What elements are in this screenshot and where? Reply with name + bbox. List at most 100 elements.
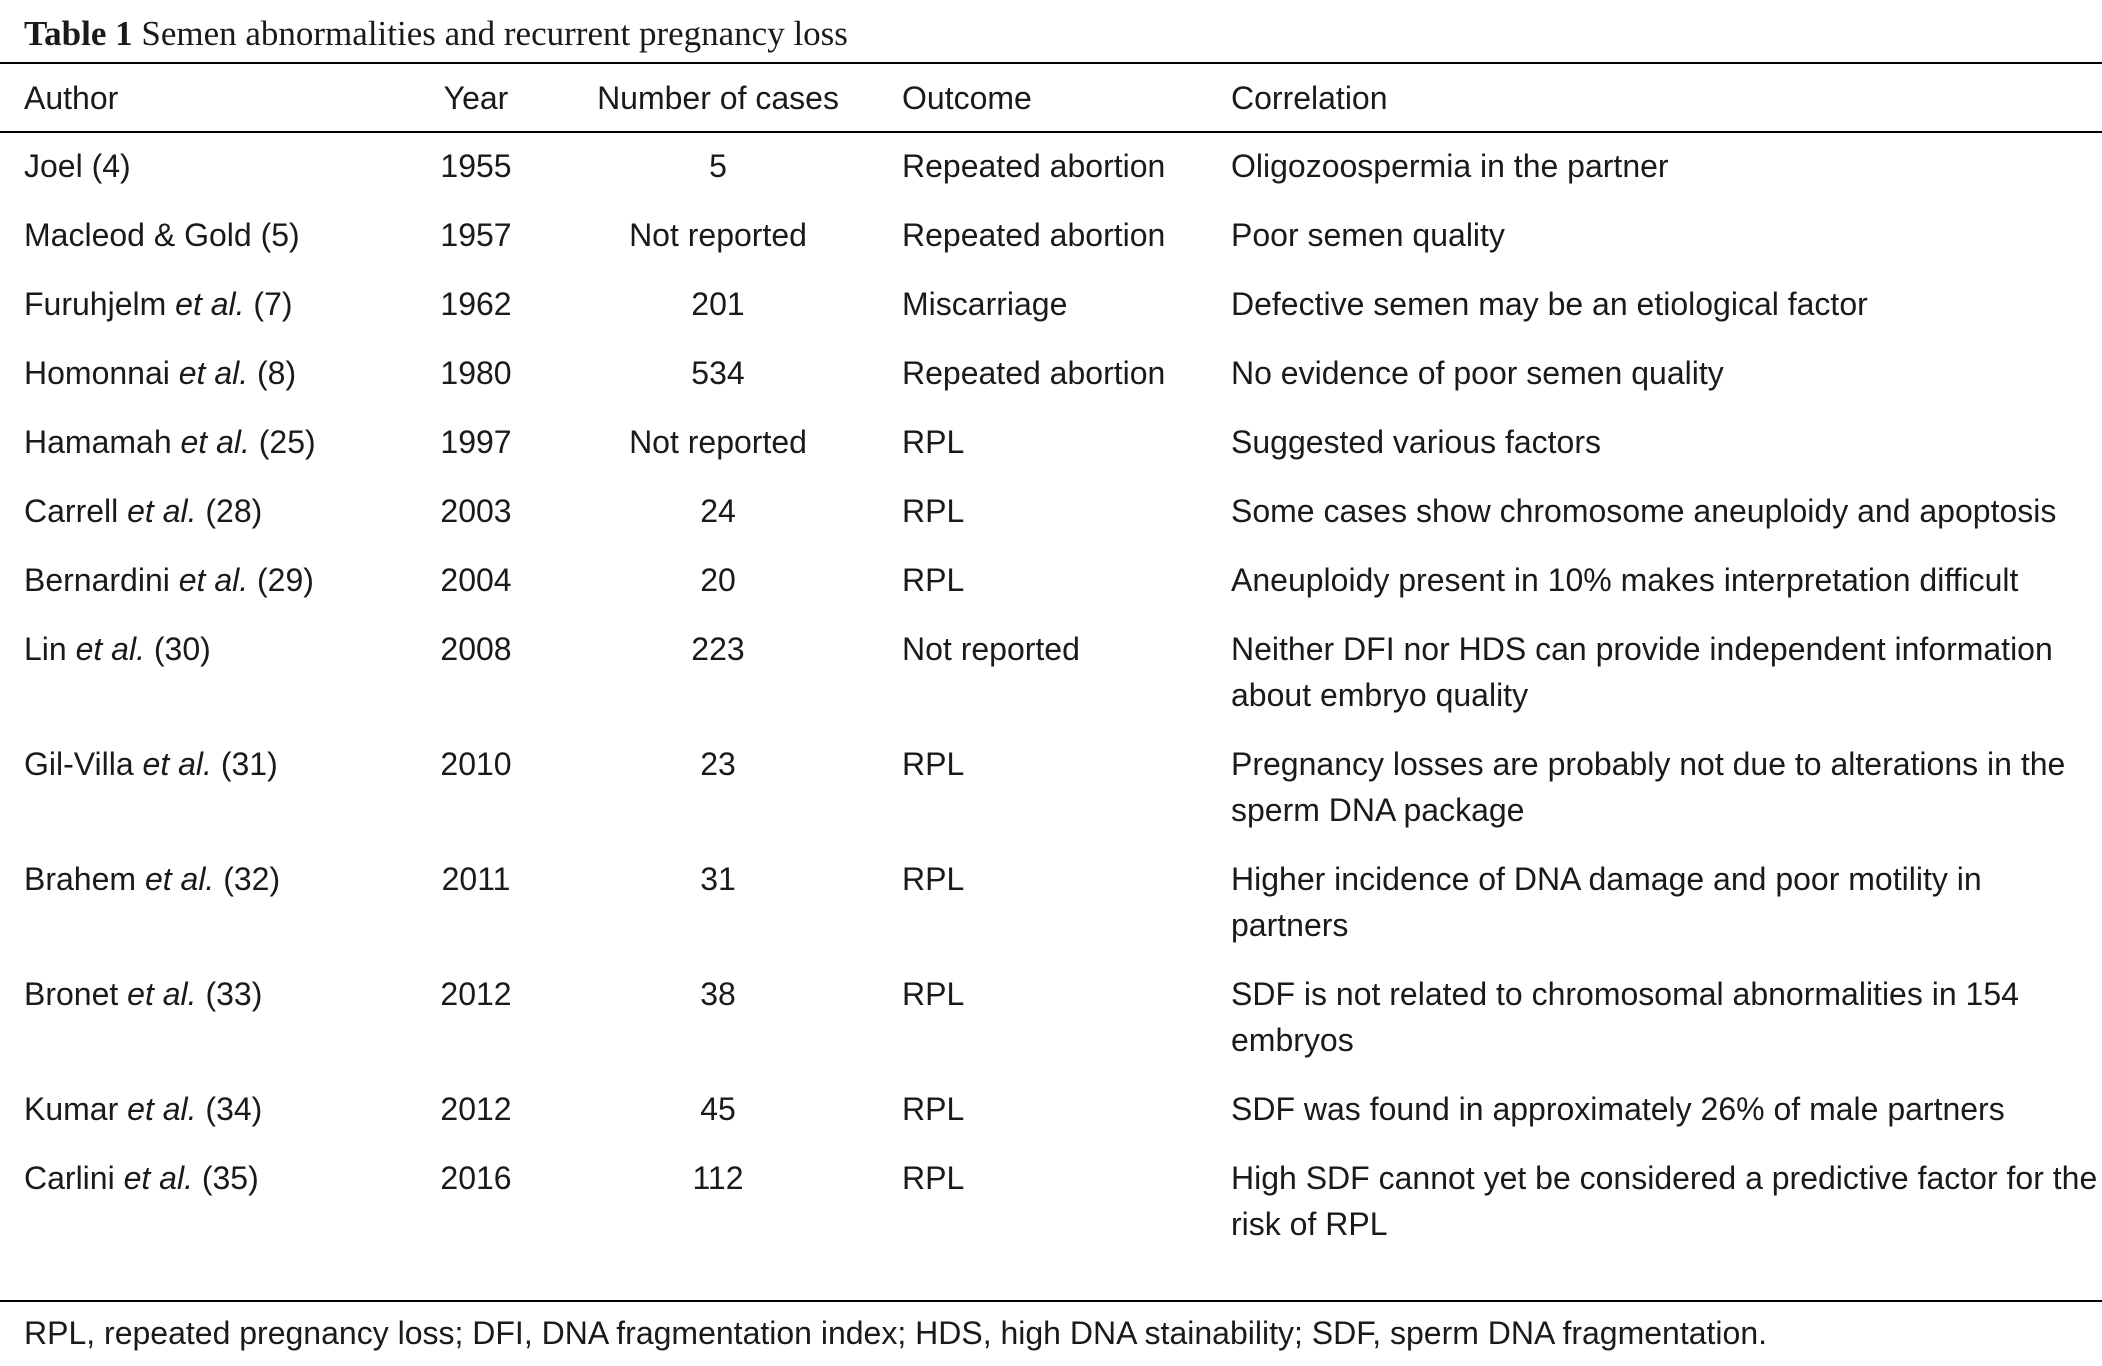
author-etal: et al.	[127, 1091, 197, 1127]
author-etal: et al.	[178, 355, 249, 391]
cell-cases: 112	[692, 1160, 744, 1196]
author-etal: et al.	[180, 424, 250, 460]
header-rule	[0, 131, 2102, 133]
author-etal: et al.	[144, 861, 215, 897]
cell-cases: 24	[700, 493, 736, 529]
table-row: Furuhjelm et al. (7) 1962 201 Miscarriage De…	[0, 281, 2102, 350]
author-ref: (32)	[223, 861, 281, 897]
cell-cases: 20	[700, 562, 736, 598]
author-ref: (5)	[260, 217, 300, 253]
author-name: Brahem	[24, 861, 137, 897]
cell-cases: 534	[691, 355, 745, 391]
cell-year: 1955	[440, 148, 512, 184]
table-row: Homonnai et al. (8) 1980 534 Repeated abort…	[0, 350, 2102, 419]
header-row: Author Year Number of cases Outcome Corr…	[0, 64, 2102, 131]
table-row: Hamamah et al. (25) 1997 Not reported RPL Su…	[0, 419, 2102, 488]
author-etal: et al.	[127, 493, 197, 529]
table-row: Kumar et al. (34) 2012 45 RPL SDF was found …	[0, 1086, 2102, 1155]
author-name: Joel	[24, 148, 83, 184]
cell-cases: 31	[700, 861, 736, 897]
cell-year: 2008	[440, 631, 512, 667]
author-name: Hamamah	[24, 424, 172, 460]
cell-outcome: RPL	[902, 976, 965, 1012]
cell-correlation: Poor semen quality	[1231, 217, 1505, 253]
cell-author: Homonnai et al. (8)	[0, 350, 418, 419]
author-ref: (29)	[257, 562, 314, 598]
cell-correlation: SDF is not related to chromosomal abnorm…	[1231, 976, 2019, 1058]
author-ref: (8)	[257, 355, 297, 391]
col-header-correlation: Correlation	[1231, 79, 1388, 116]
cell-author: Carlini et al. (35)	[0, 1155, 418, 1270]
cell-cases: 201	[691, 286, 745, 322]
cell-year: 1997	[440, 424, 512, 460]
author-name: Carlini	[24, 1160, 115, 1196]
cell-correlation: Higher incidence of DNA damage and poor …	[1231, 861, 1982, 943]
cell-outcome: RPL	[902, 1091, 965, 1127]
cell-cases: 223	[691, 631, 745, 667]
cell-author: Carrell et al. (28)	[0, 488, 418, 557]
cell-year: 2004	[440, 562, 512, 598]
table-row: Bronet et al. (33) 2012 38 RPL SDF is not re…	[0, 971, 2102, 1086]
author-ref: (4)	[91, 148, 131, 184]
cell-author: Kumar et al. (34)	[0, 1086, 418, 1155]
author-name: Macleod & Gold	[24, 217, 252, 253]
author-ref: (25)	[258, 424, 316, 460]
col-header-author: Author	[24, 79, 119, 116]
author-name: Lin	[24, 631, 67, 667]
cell-outcome: RPL	[902, 746, 965, 782]
table-footnote: RPL, repeated pregnancy loss; DFI, DNA f…	[24, 1315, 1768, 1351]
cell-author: Hamamah et al. (25)	[0, 419, 418, 488]
col-header-year: Year	[443, 79, 509, 116]
author-etal: et al.	[75, 631, 145, 667]
author-ref: (33)	[205, 976, 263, 1012]
author-name: Carrell	[24, 493, 119, 529]
cell-outcome: Repeated abortion	[902, 217, 1166, 253]
table-row: Bernardini et al. (29) 2004 20 RPL Aneuploid…	[0, 557, 2102, 626]
cell-outcome: Not reported	[902, 631, 1080, 667]
cell-cases: 23	[700, 746, 736, 782]
cell-author: Macleod & Gold (5)	[0, 212, 418, 281]
cell-outcome: RPL	[902, 493, 965, 529]
cell-correlation: Defective semen may be an etiological fa…	[1231, 286, 1868, 322]
author-etal: et al.	[127, 976, 197, 1012]
cell-author: Bernardini et al. (29)	[0, 557, 418, 626]
author-name: Gil-Villa	[24, 746, 134, 782]
cell-year: 2016	[440, 1160, 512, 1196]
cell-cases: 45	[700, 1091, 736, 1127]
author-ref: (35)	[201, 1160, 259, 1196]
cell-author: Furuhjelm et al. (7)	[0, 281, 418, 350]
col-header-cases: Number of cases	[597, 79, 839, 116]
author-ref: (34)	[205, 1091, 263, 1127]
author-etal: et al.	[175, 286, 245, 322]
table-row: Brahem et al. (32) 2011 31 RPL Higher incide…	[0, 856, 2102, 971]
author-etal: et al.	[123, 1160, 193, 1196]
cell-correlation: Aneuploidy present in 10% makes interpre…	[1231, 562, 2019, 598]
cell-outcome: RPL	[902, 562, 965, 598]
table-row: Carrell et al. (28) 2003 24 RPL Some cases s…	[0, 488, 2102, 557]
author-ref: (30)	[153, 631, 211, 667]
author-name: Furuhjelm	[24, 286, 167, 322]
author-name: Bernardini	[24, 562, 170, 598]
cell-correlation: High SDF cannot yet be considered a pred…	[1231, 1160, 2098, 1242]
cell-outcome: Miscarriage	[902, 286, 1068, 322]
cell-outcome: RPL	[902, 424, 965, 460]
cell-year: 2012	[440, 976, 512, 1012]
cell-correlation: Neither DFI nor HDS can provide independ…	[1231, 631, 2053, 713]
author-etal: et al.	[142, 746, 212, 782]
cell-cases: 5	[709, 148, 727, 184]
author-etal: et al.	[178, 562, 249, 598]
table-row: Carlini et al. (35) 2016 112 RPL High SDF ca…	[0, 1155, 2102, 1270]
cell-year: 1980	[440, 355, 512, 391]
cell-cases: Not reported	[629, 424, 807, 460]
top-rule	[0, 62, 2102, 64]
cell-cases: 38	[700, 976, 736, 1012]
cell-year: 2003	[440, 493, 512, 529]
author-ref: (7)	[253, 286, 293, 322]
bottom-rule	[0, 1300, 2102, 1302]
cell-outcome: RPL	[902, 861, 965, 897]
cell-year: 2010	[440, 746, 512, 782]
cell-outcome: Repeated abortion	[902, 148, 1166, 184]
col-header-outcome: Outcome	[902, 79, 1032, 116]
cell-author: Gil-Villa et al. (31)	[0, 741, 418, 856]
